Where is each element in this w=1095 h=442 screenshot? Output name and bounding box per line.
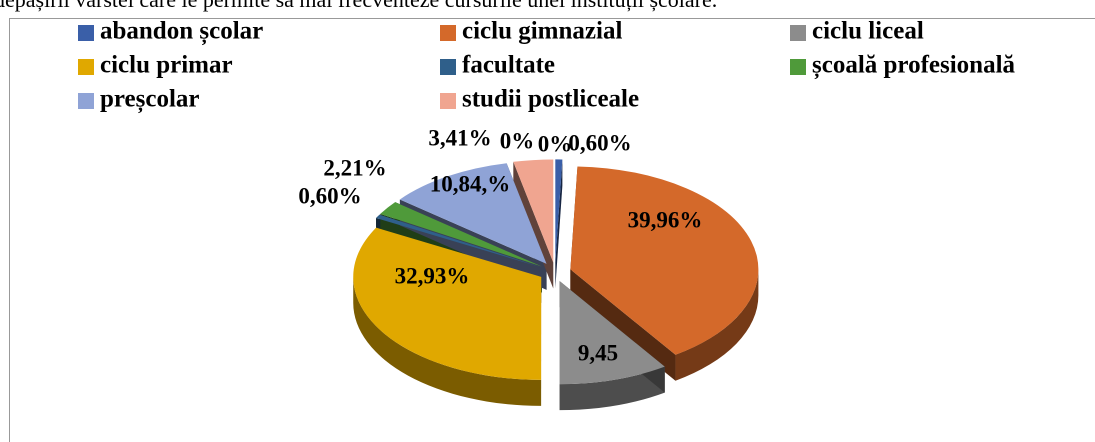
slice-side xyxy=(559,366,665,411)
slice-side xyxy=(675,269,759,381)
legend-label: abandon școlar xyxy=(100,18,263,46)
pie-tops xyxy=(353,159,759,385)
pie-slice xyxy=(380,202,542,267)
data-label: 3,41% xyxy=(428,125,491,150)
data-label: 2,21% xyxy=(323,155,386,180)
legend-label: facultate xyxy=(462,52,555,79)
legend-swatch xyxy=(440,25,456,41)
legend-label: ciclu primar xyxy=(100,52,233,79)
pie-slice xyxy=(399,163,547,264)
slice-edge xyxy=(555,159,563,289)
slice-side xyxy=(353,276,542,406)
legend-swatch xyxy=(78,93,94,109)
header-text: depășirii vârstei care le permite să mai… xyxy=(0,0,717,12)
slice-edge xyxy=(570,269,676,381)
legend-swatch xyxy=(440,93,456,109)
pie-slice xyxy=(376,214,542,268)
data-label: 32,93% xyxy=(395,263,470,288)
annotation: 0% xyxy=(538,131,573,156)
pie-slice xyxy=(353,227,542,380)
data-label: 0,60% xyxy=(568,130,631,155)
data-label: 10,84,% xyxy=(430,171,511,196)
pie-slice xyxy=(513,159,554,263)
chart-frame xyxy=(9,18,1095,442)
legend-label: ciclu liceal xyxy=(812,18,924,45)
legend-swatch xyxy=(440,59,456,75)
pie-slice xyxy=(559,281,665,385)
legend-swatch xyxy=(790,25,806,41)
legend-swatch xyxy=(790,59,806,75)
legend: abandon școlar ciclu gimnazial ciclu licea… xyxy=(78,18,1016,114)
annotation: 0% xyxy=(500,128,535,153)
legend-label: școală profesională xyxy=(812,52,1016,80)
legend-label: studii postliceale xyxy=(462,86,639,113)
data-labels: 0,60% 39,96% 9,45 32,93% 0,60% 2,21% 10,84,% 3,… xyxy=(298,125,702,365)
data-label: 0,60% xyxy=(298,183,361,208)
legend-label: ciclu gimnazial xyxy=(462,18,622,45)
legend-label: preșcolar xyxy=(100,86,200,114)
data-label: 9,45 xyxy=(578,340,618,365)
pie-slice xyxy=(555,159,563,263)
pie-slice xyxy=(570,166,759,355)
data-label: 39,96% xyxy=(628,207,703,232)
legend-swatch xyxy=(78,59,94,75)
legend-swatch xyxy=(78,25,94,41)
